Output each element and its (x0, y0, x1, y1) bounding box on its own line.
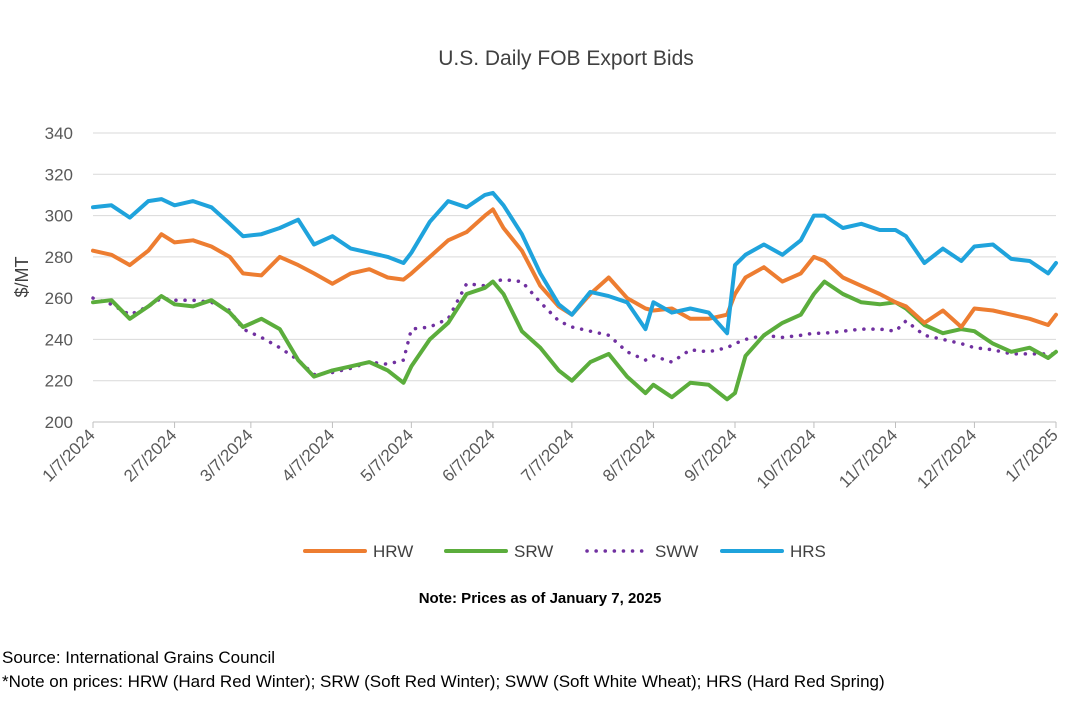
x-tick-label: 1/7/2025 (1002, 425, 1062, 485)
series-line-hrs (91, 190, 1058, 336)
chart-title: U.S. Daily FOB Export Bids (438, 47, 694, 70)
x-tick-label: 10/7/2024 (753, 425, 820, 492)
x-tick-label: 11/7/2024 (835, 425, 901, 491)
x-tick-label: 2/7/2024 (120, 425, 180, 485)
price-definitions-line: *Note on prices: HRW (Hard Red Winter); … (2, 672, 885, 691)
legend-label-srw: SRW (514, 542, 553, 561)
legend-label-hrw: HRW (373, 542, 413, 561)
y-tick-label: 280 (45, 248, 73, 267)
series-line-srw (91, 279, 1058, 402)
x-tick-label: 3/7/2024 (196, 425, 256, 485)
legend-label-sww: SWW (655, 542, 698, 561)
y-tick-label: 220 (45, 372, 73, 391)
y-tick-label: 240 (45, 330, 73, 349)
x-tick-label: 4/7/2024 (278, 425, 338, 485)
x-axis-ticks: 1/7/2024 2/7/2024 3/7/2024 4/7/2024 5/7/2024… (39, 422, 1062, 492)
y-axis-ticks: 200 220 240 260 280 300 320 340 (45, 124, 73, 432)
x-tick-label: 6/7/2024 (439, 425, 499, 485)
y-tick-label: 340 (45, 124, 73, 143)
price-note: Note: Prices as of January 7, 2025 (418, 590, 662, 607)
x-tick-label: 9/7/2024 (681, 425, 741, 485)
x-tick-label: 8/7/2024 (599, 425, 659, 485)
y-axis-label: $/MT (12, 256, 32, 297)
legend: HRW SRW SWW HRS (303, 542, 826, 561)
series-line-sww (91, 277, 1058, 377)
legend-label-hrs: HRS (790, 542, 826, 561)
source-block: Source: International Grains Council *No… (2, 646, 885, 694)
x-tick-label: 7/7/2024 (517, 425, 577, 485)
source-line: Source: International Grains Council (2, 648, 276, 667)
y-tick-label: 200 (45, 413, 73, 432)
y-tick-label: 260 (45, 289, 73, 308)
y-tick-label: 320 (45, 165, 73, 184)
y-tick-label: 300 (45, 207, 73, 226)
series-layer (91, 190, 1058, 402)
x-tick-label: 1/7/2024 (39, 425, 99, 485)
x-tick-label: 12/7/2024 (913, 425, 980, 492)
x-tick-label: 5/7/2024 (357, 425, 417, 485)
gridlines (93, 132, 1056, 423)
